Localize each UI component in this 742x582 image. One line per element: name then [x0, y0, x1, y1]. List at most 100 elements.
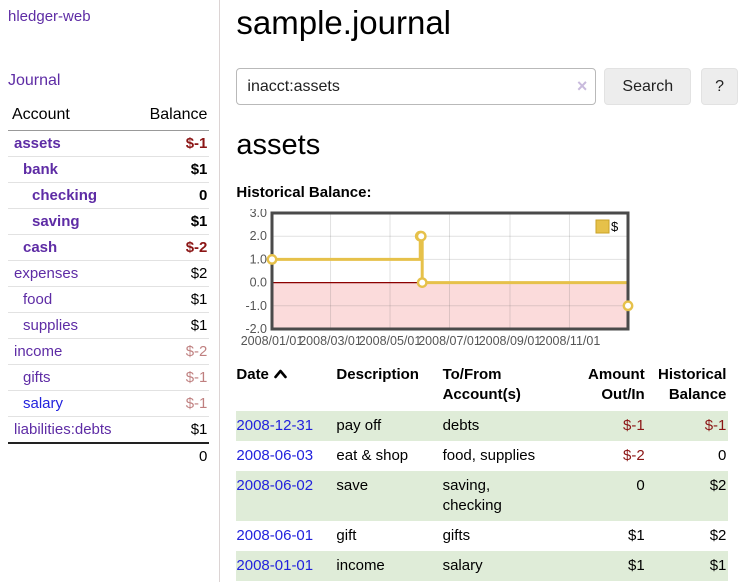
search-box: × — [236, 68, 597, 105]
account-row: bank $1 — [8, 156, 210, 183]
transactions-header-historical-balance: Historical Balance — [658, 366, 727, 403]
account-row: food $1 — [8, 286, 210, 313]
account-row: expenses $2 — [8, 260, 210, 287]
transaction-date-link[interactable]: 2008-06-03 — [236, 447, 314, 464]
sidebar-account-link[interactable]: checking — [32, 187, 98, 204]
transaction-description: eat & shop — [336, 447, 409, 464]
historical-balance-chart: $3.0 2.0 1.0 0.0 -1.0 -2.0 2008/01/01 2008/03/0… — [236, 206, 738, 351]
accounts-total-value: 0 — [132, 442, 210, 469]
x-axis-tick-label: 2008/09/01 — [479, 334, 542, 348]
sidebar-account-link[interactable]: supplies — [23, 317, 79, 334]
account-balance: $-1 — [132, 390, 210, 417]
transaction-row: 2008-06-03 eat & shop food, supplies $-2 0 — [236, 441, 728, 471]
transaction-date-link[interactable]: 2008-01-01 — [236, 557, 314, 574]
main-content: sample.journal × Search ? assets Histori… — [220, 0, 742, 582]
account-balance: $1 — [132, 416, 210, 444]
x-axis-tick-label: 2008/07/01 — [419, 334, 482, 348]
transaction-description: gift — [336, 527, 357, 544]
sidebar-account-link[interactable]: bank — [23, 161, 59, 178]
y-axis-tick-label: 1.0 — [250, 252, 267, 266]
x-axis-tick-label: 2008/05/01 — [359, 334, 422, 348]
account-section-title: assets — [236, 129, 321, 161]
account-balance: 0 — [132, 182, 210, 209]
transaction-row: 2008-06-02 save saving, checking 0 $2 — [236, 471, 729, 521]
transaction-amount: $1 — [628, 527, 645, 544]
account-row: supplies $1 — [8, 312, 210, 339]
x-axis-tick-label: 2008/01/01 — [241, 334, 304, 348]
transactions-header-amount-out-in: Amount Out/In — [588, 366, 645, 403]
data-point-marker — [266, 254, 278, 265]
account-row: liabilities:debts $1 — [8, 416, 210, 444]
transaction-description: pay off — [336, 417, 382, 434]
sidebar-account-link[interactable]: gifts — [23, 369, 51, 386]
transaction-date-link[interactable]: 2008-12-31 — [236, 417, 314, 434]
sidebar-account-link[interactable]: assets — [14, 135, 61, 152]
transaction-row: 2008-12-31 pay off debts $-1 $-1 — [236, 411, 729, 441]
account-row: salary $-1 — [8, 390, 210, 417]
transactions-body: 2008-12-31 pay off debts $-1 $-1 2008-06-03 ea… — [236, 411, 729, 581]
brand-link[interactable]: hledger-web — [8, 8, 91, 25]
accounts-body: assets $-1 bank $1 checking 0 saving $1 cash $-2 e… — [8, 130, 210, 444]
sidebar-account-link[interactable]: salary — [23, 395, 64, 412]
data-point-marker — [416, 230, 428, 242]
x-axis-tick-label: 2008/03/01 — [300, 334, 363, 348]
transaction-accounts: saving, checking — [442, 477, 502, 514]
data-point-marker — [622, 300, 634, 312]
transaction-date-link[interactable]: 2008-06-01 — [236, 527, 314, 544]
y-axis-tick-label: 0.0 — [250, 276, 267, 290]
legend-swatch — [595, 219, 610, 234]
sidebar: hledger-web Journal Account Balance asse… — [0, 0, 221, 582]
data-point-marker — [417, 277, 428, 289]
sidebar-account-link[interactable]: liabilities:debts — [14, 421, 112, 438]
search-button[interactable]: Search — [604, 68, 692, 105]
account-balance: $2 — [132, 260, 210, 287]
y-axis-tick-label: -2.0 — [246, 322, 268, 336]
account-balance: $1 — [132, 286, 210, 313]
clear-search-icon[interactable]: × — [576, 76, 588, 96]
accounts-header-account: Account — [8, 106, 133, 131]
x-axis-tick-label: 2008/11/01 — [539, 334, 601, 348]
y-axis-tick-label: 3.0 — [250, 209, 267, 220]
search-form: × Search ? — [236, 68, 738, 105]
help-button[interactable]: ? — [701, 68, 738, 105]
accounts-total-row: 0 — [8, 442, 210, 469]
transactions-header-date[interactable]: Date — [236, 363, 336, 411]
transaction-accounts: gifts — [442, 527, 471, 544]
sidebar-item-journal[interactable]: Journal — [8, 72, 61, 89]
accounts-table: Account Balance assets $-1 bank $1 checking 0… — [8, 106, 210, 469]
y-axis-tick-label: 2.0 — [250, 229, 267, 243]
sidebar-account-link[interactable]: income — [14, 343, 63, 360]
transaction-balance: 0 — [718, 447, 727, 464]
account-row: cash $-2 — [8, 234, 210, 261]
sidebar-account-link[interactable]: food — [23, 291, 53, 308]
sidebar-account-link[interactable]: expenses — [14, 265, 79, 282]
transaction-description: income — [336, 557, 385, 574]
search-input[interactable] — [236, 68, 597, 105]
account-balance: $-1 — [132, 130, 210, 157]
legend-label: $ — [611, 219, 619, 234]
y-axis-tick-label: -1.0 — [246, 299, 268, 313]
chart-canvas: $3.0 2.0 1.0 0.0 -1.0 -2.02008/01/012008/03/0… — [241, 206, 634, 348]
transaction-balance: $1 — [709, 557, 727, 574]
account-balance: $1 — [132, 156, 210, 183]
transaction-description: save — [336, 477, 369, 494]
transaction-accounts: food, supplies — [442, 447, 536, 464]
transaction-row: 2008-01-01 income salary $1 $1 — [236, 551, 729, 581]
account-row: income $-2 — [8, 338, 210, 365]
transaction-amount: $-2 — [623, 447, 645, 464]
transaction-accounts: salary — [442, 557, 483, 574]
sidebar-account-link[interactable]: saving — [32, 213, 80, 230]
transactions-header-row: Date Description To/From Account(s) Amount … — [236, 363, 728, 411]
transaction-date-link[interactable]: 2008-06-02 — [236, 477, 314, 494]
account-row: checking 0 — [8, 182, 210, 209]
account-row: assets $-1 — [8, 130, 210, 157]
account-balance: $-2 — [132, 234, 210, 261]
account-balance: $1 — [132, 208, 210, 235]
transaction-amount: $-1 — [623, 417, 645, 434]
sidebar-account-link[interactable]: cash — [23, 239, 58, 256]
transactions-header-to-from-account-s-: To/From Account(s) — [442, 366, 521, 403]
transaction-amount: 0 — [636, 477, 645, 494]
transactions-header-description: Description — [336, 366, 419, 383]
accounts-header-balance: Balance — [132, 106, 210, 131]
